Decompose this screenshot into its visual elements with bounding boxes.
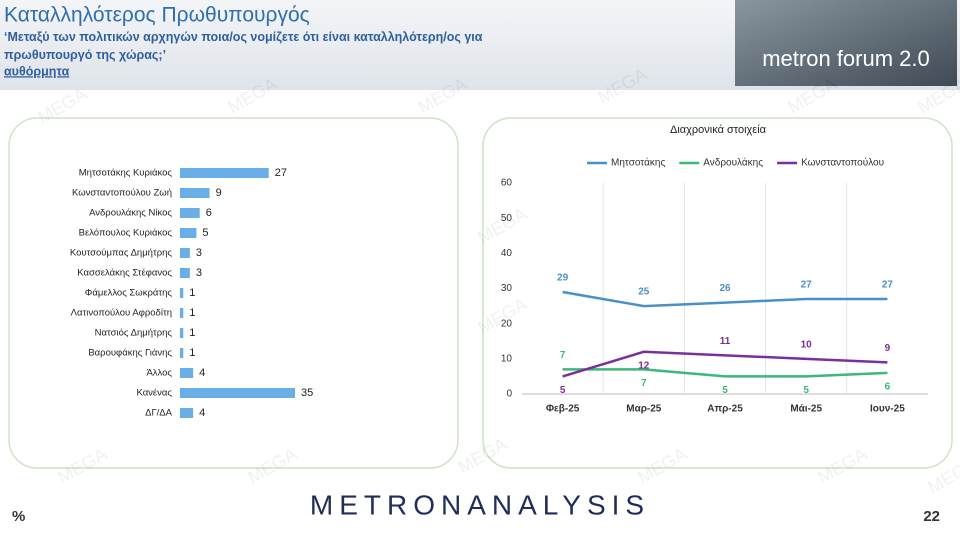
value-label: 3 xyxy=(196,267,202,279)
unit: % xyxy=(12,508,25,525)
category-label: Βαρουφάκης Γιάνης xyxy=(88,348,172,359)
category-label: ΔΓ/ΔΑ xyxy=(145,408,173,419)
y-tick-label: 10 xyxy=(501,353,513,364)
bar xyxy=(180,248,190,258)
bar xyxy=(180,408,194,418)
bar xyxy=(180,168,269,178)
logo-text: metron forum 2.0 xyxy=(762,46,930,71)
x-tick-label: Φεβ-25 xyxy=(546,404,580,415)
category-label: Άλλος xyxy=(146,368,172,379)
x-tick-label: Ιουν-25 xyxy=(870,404,905,415)
y-tick-label: 20 xyxy=(501,318,513,329)
bar xyxy=(180,308,184,318)
data-label: 5 xyxy=(560,385,566,396)
y-tick-label: 60 xyxy=(501,178,513,189)
data-label: 11 xyxy=(720,336,731,347)
category-label: Νατσιός Δημήτρης xyxy=(95,328,173,339)
left-panel xyxy=(8,117,459,469)
logo-box xyxy=(735,0,957,86)
value-label: 1 xyxy=(189,287,195,299)
y-tick-label: 30 xyxy=(501,283,513,294)
bar xyxy=(180,268,190,278)
data-label: 5 xyxy=(803,385,809,396)
chart-title: Διαχρονικά στοιχεία xyxy=(670,124,767,136)
value-label: 5 xyxy=(202,227,208,239)
x-tick-label: Μαρ-25 xyxy=(626,404,662,415)
question: ‘Μεταξύ των πολιτικών αρχηγών ποια/ος νο… xyxy=(4,30,483,62)
category-label: Κουτσούμπας Δημήτρης xyxy=(70,248,173,259)
data-label: 25 xyxy=(638,287,650,298)
series-line xyxy=(562,350,888,378)
data-label: 9 xyxy=(885,343,891,354)
bar xyxy=(180,348,184,358)
data-label: 10 xyxy=(801,339,813,350)
value-label: 27 xyxy=(275,167,287,179)
category-label: Λατινοπούλου Αφροδίτη xyxy=(71,308,172,319)
series-line xyxy=(562,368,888,378)
category-label: Βελόπουλος Κυριάκος xyxy=(79,228,173,239)
bar xyxy=(180,208,200,218)
data-label: 12 xyxy=(638,360,650,371)
note: αυθόρμητα xyxy=(4,64,70,78)
category-label: Φάμελλος Σωκράτης xyxy=(85,288,173,299)
brand: METRONANALYSIS xyxy=(310,489,650,520)
data-label: 26 xyxy=(719,283,731,294)
data-label: 7 xyxy=(560,350,566,361)
value-label: 35 xyxy=(301,387,313,399)
data-label: 7 xyxy=(641,378,647,389)
y-tick-label: 0 xyxy=(506,389,512,400)
value-label: 1 xyxy=(189,307,195,319)
value-label: 4 xyxy=(199,367,205,379)
category-label: Κανένας xyxy=(136,388,172,399)
value-label: 3 xyxy=(196,247,202,259)
legend-label: Μητσοτάκης xyxy=(611,157,665,169)
bar xyxy=(180,228,197,238)
data-label: 29 xyxy=(557,273,569,284)
y-tick-label: 40 xyxy=(501,248,513,259)
data-label: 5 xyxy=(722,385,728,396)
data-label: 6 xyxy=(885,382,891,393)
bar xyxy=(180,288,184,298)
y-tick-label: 50 xyxy=(501,213,513,224)
bar xyxy=(180,388,295,398)
title: Καταλληλότερος Πρωθυπουργός xyxy=(4,4,310,27)
legend-label: Ανδρουλάκης xyxy=(703,157,763,169)
value-label: 6 xyxy=(206,207,212,219)
data-label: 27 xyxy=(801,280,813,291)
value-label: 9 xyxy=(216,187,222,199)
series-line xyxy=(562,290,888,308)
category-label: Ανδρουλάκης Νίκος xyxy=(89,208,172,219)
category-label: Κωνσταντοπούλου Ζωή xyxy=(72,188,172,199)
page-number: 22 xyxy=(923,508,940,525)
bar xyxy=(180,188,210,198)
value-label: 1 xyxy=(189,347,195,359)
value-label: 4 xyxy=(199,407,205,419)
right-panel xyxy=(482,117,953,469)
x-tick-label: Μάι-25 xyxy=(790,404,822,415)
data-label: 27 xyxy=(882,280,894,291)
value-label: 1 xyxy=(189,327,195,339)
bar xyxy=(180,368,194,378)
x-tick-label: Απρ-25 xyxy=(707,404,743,415)
category-label: Κασσελάκης Στέφανος xyxy=(77,268,172,279)
legend-label: Κωνσταντοπούλου xyxy=(801,157,884,169)
category-label: Μητσοτάκης Κυριάκος xyxy=(79,168,173,179)
bar xyxy=(180,328,184,338)
